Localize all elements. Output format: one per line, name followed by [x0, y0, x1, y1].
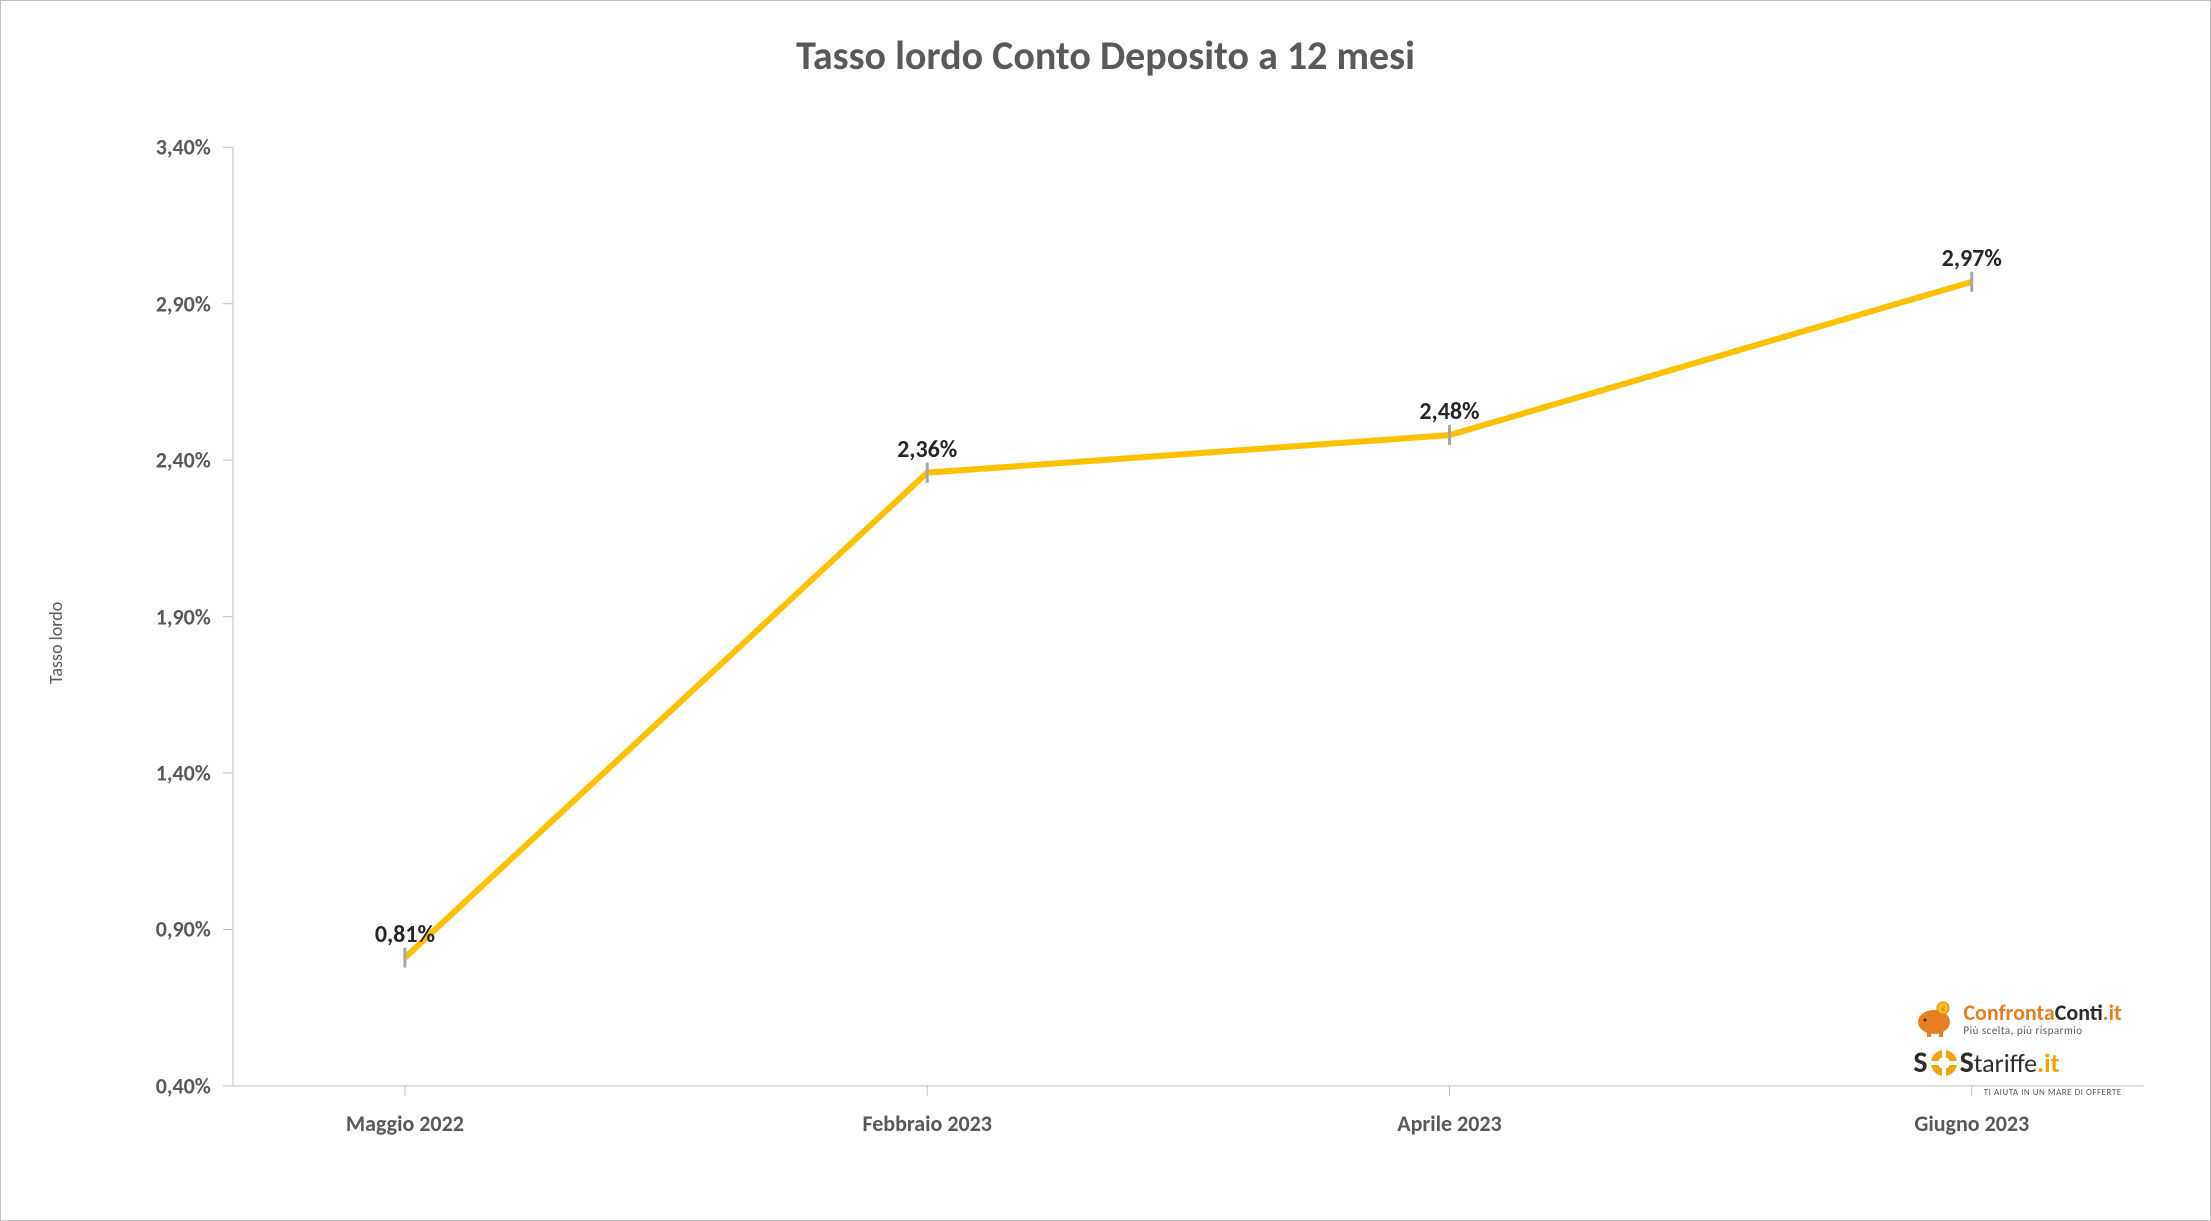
- piggy-bank-icon: €: [1913, 1000, 1955, 1038]
- x-tick-label: Giugno 2023: [1914, 1110, 2029, 1137]
- data-point-label: 2,48%: [1419, 397, 1479, 426]
- chart-svg: [1, 1, 2210, 1220]
- confrontaconti-text-2: Conti: [2055, 999, 2103, 1026]
- confrontaconti-suffix: .it: [2103, 999, 2122, 1026]
- y-tick-label: 2,90%: [156, 290, 211, 317]
- y-tick-label: 1,40%: [156, 760, 211, 787]
- sostariffe-tagline: TI AIUTA IN UN MARE DI OFFERTE: [1913, 1087, 2121, 1098]
- lifesaver-icon: [1929, 1048, 1959, 1078]
- data-point-label: 2,36%: [897, 435, 957, 464]
- x-tick-label: Febbraio 2023: [862, 1110, 991, 1137]
- logos-group: € ConfrontaConti.it Più scelta, più risp…: [1913, 1000, 2121, 1098]
- y-tick-label: 3,40%: [156, 134, 211, 161]
- sostariffe-rest: tariffe: [1974, 1047, 2037, 1079]
- sostariffe-s1: S: [1913, 1044, 1927, 1081]
- sostariffe-logo: S S tariffe .it: [1913, 1044, 2121, 1081]
- y-tick-label: 0,40%: [156, 1072, 211, 1099]
- x-tick-label: Maggio 2022: [346, 1110, 464, 1137]
- sostariffe-suffix: .it: [2037, 1047, 2059, 1079]
- y-tick-label: 1,90%: [156, 603, 211, 630]
- confrontaconti-logo: € ConfrontaConti.it Più scelta, più risp…: [1913, 1000, 2121, 1038]
- data-point-label: 2,97%: [1942, 244, 2002, 273]
- y-tick-label: 0,90%: [156, 916, 211, 943]
- data-point-label: 0,81%: [375, 920, 435, 949]
- sostariffe-s2: S: [1960, 1044, 1974, 1081]
- chart-container: Tasso lordo Conto Deposito a 12 mesi Tas…: [0, 0, 2211, 1221]
- x-tick-label: Aprile 2023: [1397, 1110, 1501, 1137]
- line-series-path: [405, 282, 1972, 958]
- y-tick-label: 2,40%: [156, 447, 211, 474]
- confrontaconti-text-1: Confronta: [1963, 999, 2054, 1026]
